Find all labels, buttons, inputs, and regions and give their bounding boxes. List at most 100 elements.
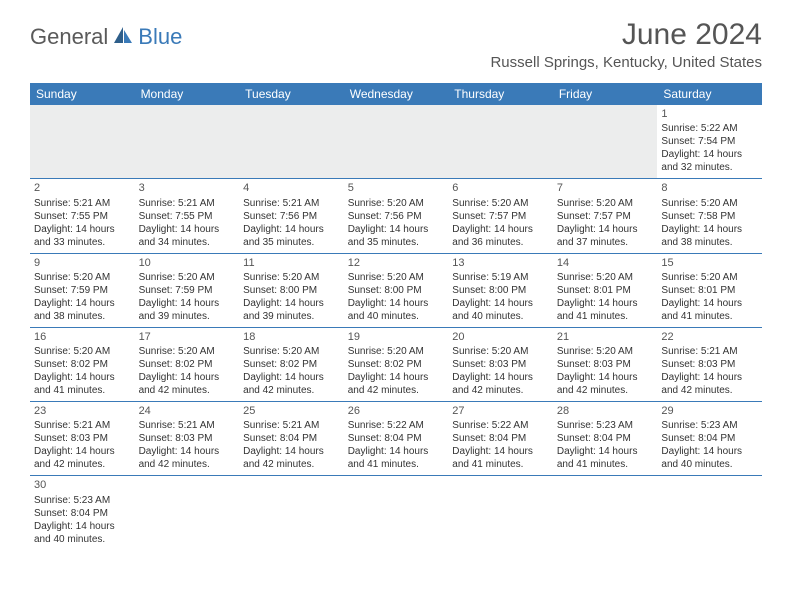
- calendar-cell: 1Sunrise: 5:22 AMSunset: 7:54 PMDaylight…: [657, 105, 762, 178]
- day-number: 9: [34, 256, 131, 270]
- daylight-text: and 35 minutes.: [243, 236, 340, 249]
- calendar-week: 30Sunrise: 5:23 AMSunset: 8:04 PMDayligh…: [30, 476, 762, 549]
- calendar-cell: 2Sunrise: 5:21 AMSunset: 7:55 PMDaylight…: [30, 179, 135, 252]
- daylight-text: Daylight: 14 hours: [348, 445, 445, 458]
- calendar-cell: 25Sunrise: 5:21 AMSunset: 8:04 PMDayligh…: [239, 402, 344, 475]
- daylight-text: Daylight: 14 hours: [661, 371, 758, 384]
- daylight-text: Daylight: 14 hours: [139, 223, 236, 236]
- daylight-text: Daylight: 14 hours: [661, 445, 758, 458]
- calendar-cell: 27Sunrise: 5:22 AMSunset: 8:04 PMDayligh…: [448, 402, 553, 475]
- sunrise-text: Sunrise: 5:19 AM: [452, 271, 549, 284]
- calendar-cell: [135, 105, 240, 178]
- daylight-text: and 37 minutes.: [557, 236, 654, 249]
- day-header: Saturday: [657, 83, 762, 105]
- daylight-text: and 35 minutes.: [348, 236, 445, 249]
- sunrise-text: Sunrise: 5:20 AM: [348, 345, 445, 358]
- daylight-text: Daylight: 14 hours: [34, 520, 131, 533]
- daylight-text: Daylight: 14 hours: [452, 223, 549, 236]
- daylight-text: Daylight: 14 hours: [661, 223, 758, 236]
- sunset-text: Sunset: 8:02 PM: [34, 358, 131, 371]
- sunrise-text: Sunrise: 5:20 AM: [661, 271, 758, 284]
- sunrise-text: Sunrise: 5:23 AM: [661, 419, 758, 432]
- day-number: 10: [139, 256, 236, 270]
- day-number: 11: [243, 256, 340, 270]
- page-header: General Blue June 2024 Russell Springs, …: [0, 0, 792, 75]
- day-number: 13: [452, 256, 549, 270]
- calendar-week: 23Sunrise: 5:21 AMSunset: 8:03 PMDayligh…: [30, 402, 762, 476]
- day-number: 29: [661, 404, 758, 418]
- calendar-week: 1Sunrise: 5:22 AMSunset: 7:54 PMDaylight…: [30, 105, 762, 179]
- month-title: June 2024: [490, 18, 762, 52]
- daylight-text: and 42 minutes.: [243, 458, 340, 471]
- sunset-text: Sunset: 7:56 PM: [348, 210, 445, 223]
- sunrise-text: Sunrise: 5:20 AM: [243, 345, 340, 358]
- sunset-text: Sunset: 8:02 PM: [348, 358, 445, 371]
- daylight-text: and 34 minutes.: [139, 236, 236, 249]
- day-number: 26: [348, 404, 445, 418]
- daylight-text: Daylight: 14 hours: [139, 297, 236, 310]
- daylight-text: and 33 minutes.: [34, 236, 131, 249]
- calendar-cell: 5Sunrise: 5:20 AMSunset: 7:56 PMDaylight…: [344, 179, 449, 252]
- sunset-text: Sunset: 7:58 PM: [661, 210, 758, 223]
- daylight-text: Daylight: 14 hours: [557, 297, 654, 310]
- daylight-text: and 40 minutes.: [661, 458, 758, 471]
- day-number: 18: [243, 330, 340, 344]
- title-block: June 2024 Russell Springs, Kentucky, Uni…: [490, 18, 762, 71]
- calendar-cell: 29Sunrise: 5:23 AMSunset: 8:04 PMDayligh…: [657, 402, 762, 475]
- sunset-text: Sunset: 8:04 PM: [243, 432, 340, 445]
- sunset-text: Sunset: 8:02 PM: [139, 358, 236, 371]
- sunset-text: Sunset: 8:03 PM: [34, 432, 131, 445]
- calendar-cell: [657, 476, 762, 549]
- daylight-text: and 42 minutes.: [139, 458, 236, 471]
- sunrise-text: Sunrise: 5:21 AM: [243, 197, 340, 210]
- sunset-text: Sunset: 7:56 PM: [243, 210, 340, 223]
- calendar-cell: 20Sunrise: 5:20 AMSunset: 8:03 PMDayligh…: [448, 328, 553, 401]
- sunrise-text: Sunrise: 5:21 AM: [243, 419, 340, 432]
- sunset-text: Sunset: 8:04 PM: [661, 432, 758, 445]
- daylight-text: Daylight: 14 hours: [139, 371, 236, 384]
- sunrise-text: Sunrise: 5:20 AM: [348, 271, 445, 284]
- calendar-cell: [239, 476, 344, 549]
- sunrise-text: Sunrise: 5:21 AM: [34, 419, 131, 432]
- sunset-text: Sunset: 7:54 PM: [661, 135, 758, 148]
- calendar-cell: 24Sunrise: 5:21 AMSunset: 8:03 PMDayligh…: [135, 402, 240, 475]
- day-number: 25: [243, 404, 340, 418]
- day-number: 21: [557, 330, 654, 344]
- calendar-cell: [553, 476, 658, 549]
- calendar-cell: [553, 105, 658, 178]
- daylight-text: and 42 minutes.: [452, 384, 549, 397]
- sunrise-text: Sunrise: 5:23 AM: [34, 494, 131, 507]
- daylight-text: Daylight: 14 hours: [557, 223, 654, 236]
- calendar-cell: 12Sunrise: 5:20 AMSunset: 8:00 PMDayligh…: [344, 254, 449, 327]
- daylight-text: and 42 minutes.: [139, 384, 236, 397]
- day-headers-row: SundayMondayTuesdayWednesdayThursdayFrid…: [30, 83, 762, 105]
- calendar-cell: [135, 476, 240, 549]
- daylight-text: and 41 minutes.: [34, 384, 131, 397]
- day-header: Tuesday: [239, 83, 344, 105]
- sunrise-text: Sunrise: 5:20 AM: [557, 271, 654, 284]
- sunset-text: Sunset: 8:02 PM: [243, 358, 340, 371]
- daylight-text: Daylight: 14 hours: [243, 297, 340, 310]
- sunrise-text: Sunrise: 5:20 AM: [557, 345, 654, 358]
- daylight-text: and 40 minutes.: [452, 310, 549, 323]
- calendar-cell: [344, 105, 449, 178]
- calendar-cell: [448, 476, 553, 549]
- daylight-text: and 36 minutes.: [452, 236, 549, 249]
- daylight-text: and 32 minutes.: [661, 161, 758, 174]
- day-number: 17: [139, 330, 236, 344]
- calendar-cell: 10Sunrise: 5:20 AMSunset: 7:59 PMDayligh…: [135, 254, 240, 327]
- daylight-text: and 42 minutes.: [34, 458, 131, 471]
- sunset-text: Sunset: 8:04 PM: [452, 432, 549, 445]
- calendar-cell: [344, 476, 449, 549]
- day-number: 7: [557, 181, 654, 195]
- brand-part1: General: [30, 24, 108, 50]
- day-number: 19: [348, 330, 445, 344]
- calendar-cell: 11Sunrise: 5:20 AMSunset: 8:00 PMDayligh…: [239, 254, 344, 327]
- daylight-text: Daylight: 14 hours: [557, 371, 654, 384]
- sunset-text: Sunset: 8:03 PM: [557, 358, 654, 371]
- calendar-cell: 16Sunrise: 5:20 AMSunset: 8:02 PMDayligh…: [30, 328, 135, 401]
- sunrise-text: Sunrise: 5:23 AM: [557, 419, 654, 432]
- daylight-text: and 42 minutes.: [348, 384, 445, 397]
- sunset-text: Sunset: 8:03 PM: [139, 432, 236, 445]
- daylight-text: Daylight: 14 hours: [452, 371, 549, 384]
